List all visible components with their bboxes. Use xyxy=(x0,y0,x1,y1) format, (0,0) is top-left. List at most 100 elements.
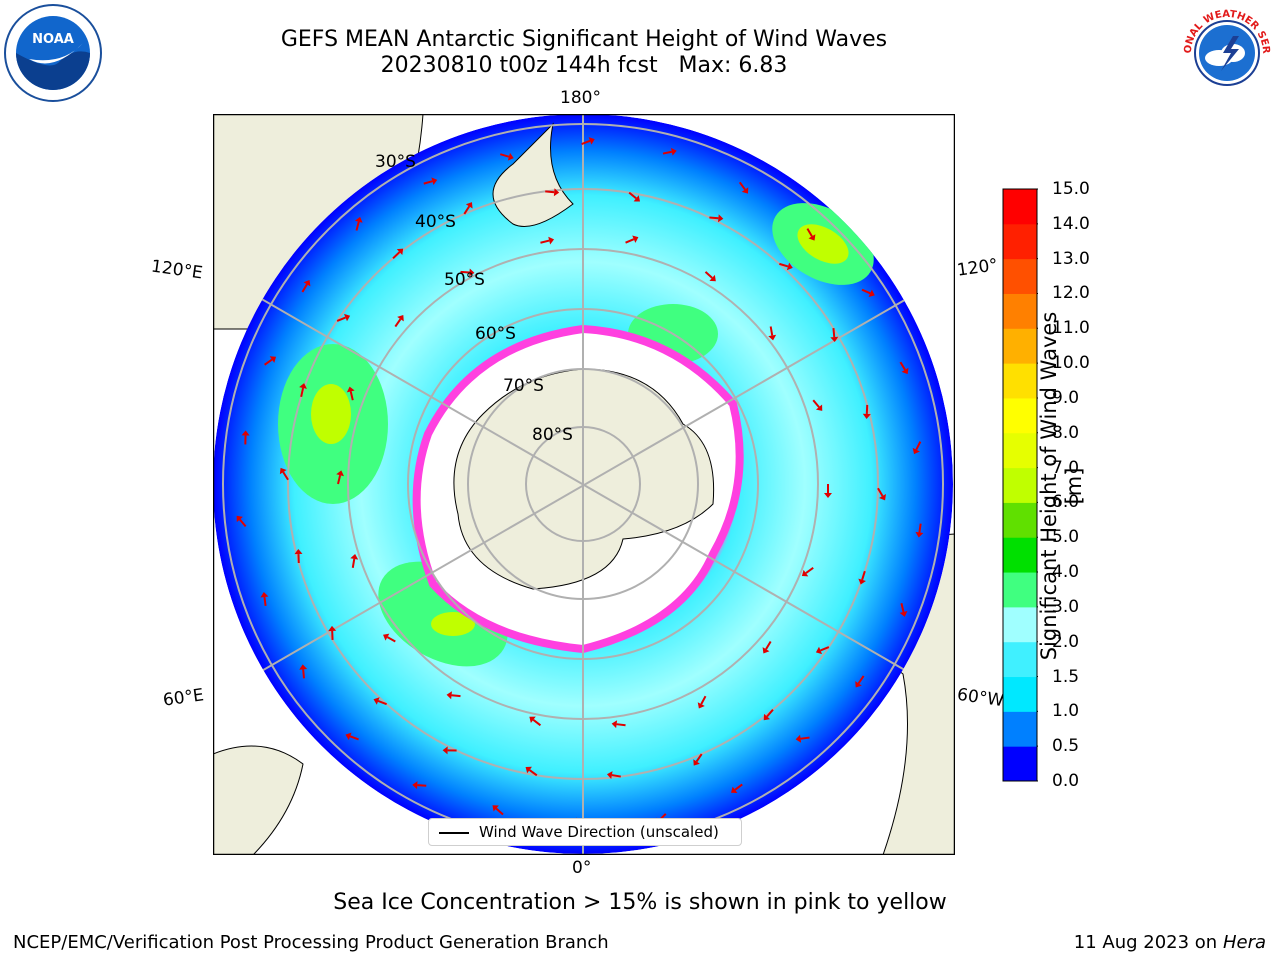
colorbar-tick-label: 0.0 xyxy=(1052,771,1080,791)
colorbar-frame xyxy=(1002,188,1038,782)
colorbar-band xyxy=(1003,363,1037,399)
colorbar-band xyxy=(1003,293,1037,329)
colorbar-band xyxy=(1003,397,1037,434)
colorbar-tick-label: 8.0 xyxy=(1052,422,1080,443)
wave-arrow-shaft xyxy=(704,271,713,279)
wave-arrow-shaft xyxy=(301,283,308,293)
arrow-legend: Wind Wave Direction (unscaled) xyxy=(428,818,742,846)
wave-arrow-head xyxy=(693,759,700,766)
wave-arrow-head xyxy=(830,336,839,343)
wave-arrow-shaft xyxy=(625,238,635,244)
lon-label-left-upper: 120°E xyxy=(149,256,204,284)
colorbar-band xyxy=(1003,467,1037,503)
lon-label-top: 180° xyxy=(560,88,601,108)
wave-arrow-head xyxy=(336,470,345,477)
lon-label-left-lower: 60°E xyxy=(161,685,206,711)
colorbar-band xyxy=(1003,537,1037,573)
colorbar-band xyxy=(1003,189,1037,225)
wave-arrow-shaft xyxy=(528,769,538,777)
colorbar-band xyxy=(1003,328,1037,364)
wave-arrow-head xyxy=(611,720,618,729)
footer-credit: NCEP/EMC/Verification Post Processing Pr… xyxy=(13,932,609,953)
wave-arrow-head xyxy=(350,553,359,560)
wave-arrow-shaft xyxy=(769,326,774,336)
wind-wave-arrows xyxy=(236,137,924,826)
wave-arrow-shaft xyxy=(800,736,810,740)
wave-arrow-head xyxy=(396,248,404,255)
lat-label-70s: 70°S xyxy=(503,376,544,396)
wave-arrow-shaft xyxy=(451,694,461,698)
lat-label-40s: 40°S xyxy=(415,212,456,232)
wave-arrow-shaft xyxy=(495,807,504,816)
wave-arrow-head xyxy=(741,187,749,194)
wave-arrow-head xyxy=(299,664,308,670)
wave-arrow-shaft xyxy=(662,150,673,155)
colorbar-tick-label: 1.0 xyxy=(1052,701,1080,722)
wave-arrow-shaft xyxy=(779,262,789,268)
wave-arrow-head xyxy=(548,236,555,245)
wave-arrow-head xyxy=(588,137,595,145)
wave-arrow-shaft xyxy=(337,475,342,485)
nws-logo: NATIONAL WEATHER SERVICE xyxy=(1173,0,1277,103)
wave-arrow-shaft xyxy=(386,636,396,643)
wave-arrow-head xyxy=(446,691,452,700)
wave-arrow-head xyxy=(731,786,738,793)
colorbar-band xyxy=(1003,258,1037,294)
legend-label: Wind Wave Direction (unscaled) xyxy=(479,823,719,841)
colorbar-band xyxy=(1003,746,1037,782)
colorbar-tick-label: 6.0 xyxy=(1052,492,1080,513)
wave-arrow-head xyxy=(260,592,269,598)
wave-arrow-head xyxy=(469,268,475,277)
wave-arrow-head xyxy=(529,716,536,723)
wave-arrow-shaft xyxy=(300,387,305,398)
wave-arrow-head xyxy=(815,646,823,655)
wave-arrow-head xyxy=(868,289,875,297)
wave-arrow-head xyxy=(492,805,499,812)
wave-arrow-head xyxy=(632,235,639,243)
wave-arrow-head xyxy=(397,315,404,322)
wave-arrow-head xyxy=(709,274,716,282)
wave-arrow-head xyxy=(671,147,677,156)
wave-arrow-shaft xyxy=(540,239,550,244)
wave-arrow-head xyxy=(855,681,862,688)
wave-arrow-shaft xyxy=(417,784,427,787)
wave-arrow-shaft xyxy=(695,753,703,763)
wave-arrow-shaft xyxy=(861,288,871,295)
colorbar-tick-label: 4.0 xyxy=(1052,562,1080,583)
colorbar-tick-label: 7.0 xyxy=(1052,457,1080,478)
wave-arrow-shaft xyxy=(700,695,707,705)
colorbar-band xyxy=(1003,711,1037,747)
colorbar-band xyxy=(1003,606,1037,643)
wave-arrow-head xyxy=(354,216,363,223)
wave-arrow-shaft xyxy=(738,181,746,191)
colorbar-band xyxy=(1003,502,1037,538)
noaa-logo-text: NOAA xyxy=(32,32,74,47)
wave-arrow-head xyxy=(879,493,886,501)
wave-arrow-shaft xyxy=(349,391,354,401)
wave-arrow-head xyxy=(553,188,560,197)
wave-arrow-head xyxy=(269,356,277,363)
footer-host: Hera xyxy=(1222,932,1266,953)
wave-arrow-head xyxy=(862,413,871,419)
wave-arrow-head xyxy=(786,262,793,271)
colorbar-band xyxy=(1003,223,1037,260)
wave-arrow-head xyxy=(383,633,390,641)
legend-line xyxy=(439,832,469,834)
colorbar-tick-label: 9.0 xyxy=(1052,387,1080,408)
wave-arrow-shaft xyxy=(336,316,346,322)
wave-arrow-head xyxy=(328,625,337,632)
wave-arrow-shaft xyxy=(616,723,626,727)
wave-arrow-head xyxy=(343,313,351,322)
africa-land xyxy=(213,745,304,855)
wave-arrow-head xyxy=(346,386,355,393)
wave-arrow-shaft xyxy=(918,523,922,533)
colorbar-tick-label: 10.0 xyxy=(1052,353,1090,374)
wave-arrow-shaft xyxy=(832,328,836,338)
wave-arrow-shaft xyxy=(857,675,865,684)
wave-arrow-shaft xyxy=(581,139,591,145)
wave-arrow-head xyxy=(303,279,311,287)
wave-arrow-head xyxy=(912,447,920,455)
lon-label-right-upper: 120° xyxy=(955,255,1000,281)
colorbar-tick-label: 11.0 xyxy=(1052,318,1090,339)
wave-height-map xyxy=(213,114,955,855)
